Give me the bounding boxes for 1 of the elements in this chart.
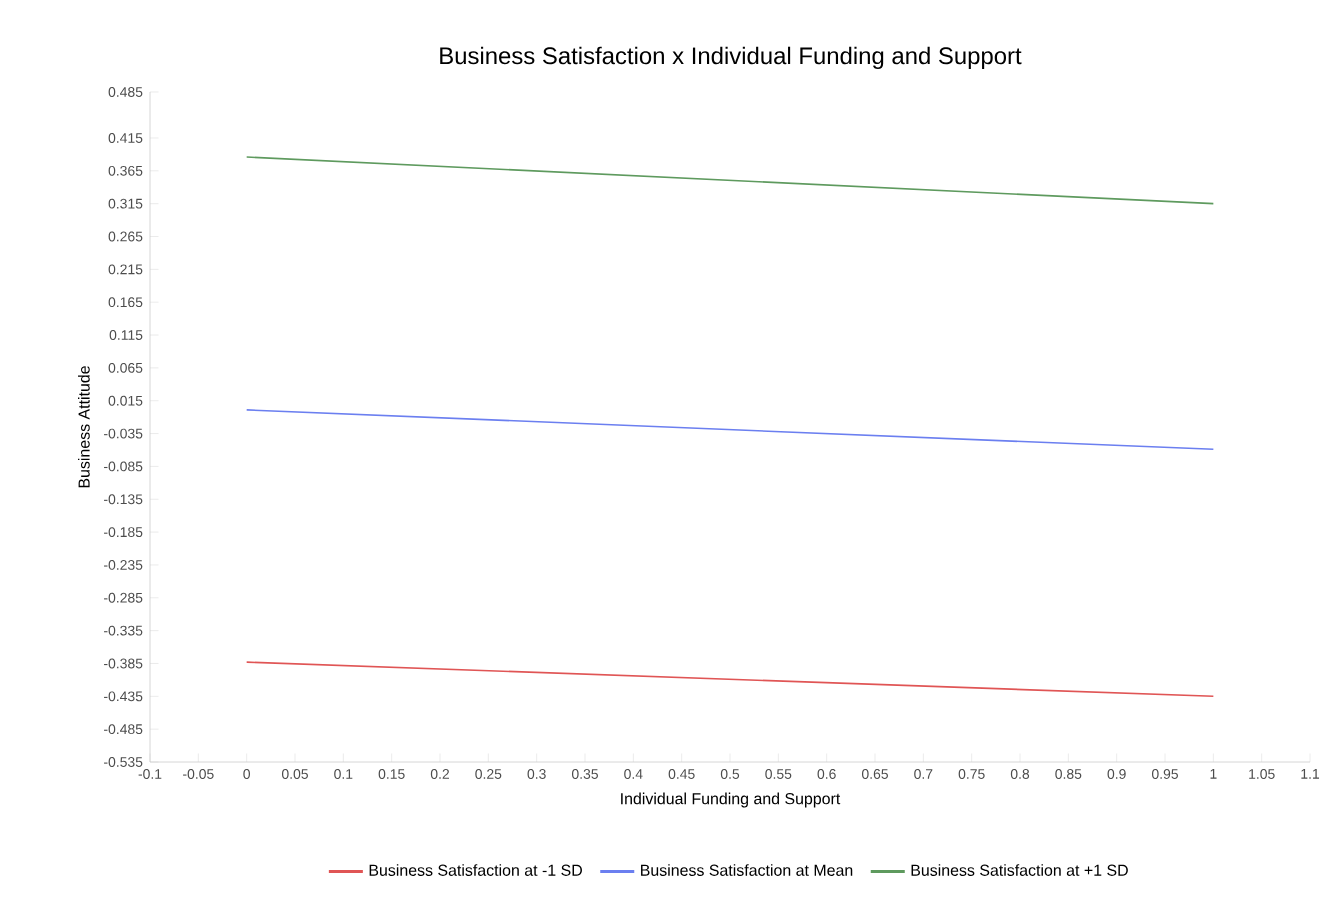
chart-title: Business Satisfaction x Individual Funding and Support	[440, 46, 1022, 69]
